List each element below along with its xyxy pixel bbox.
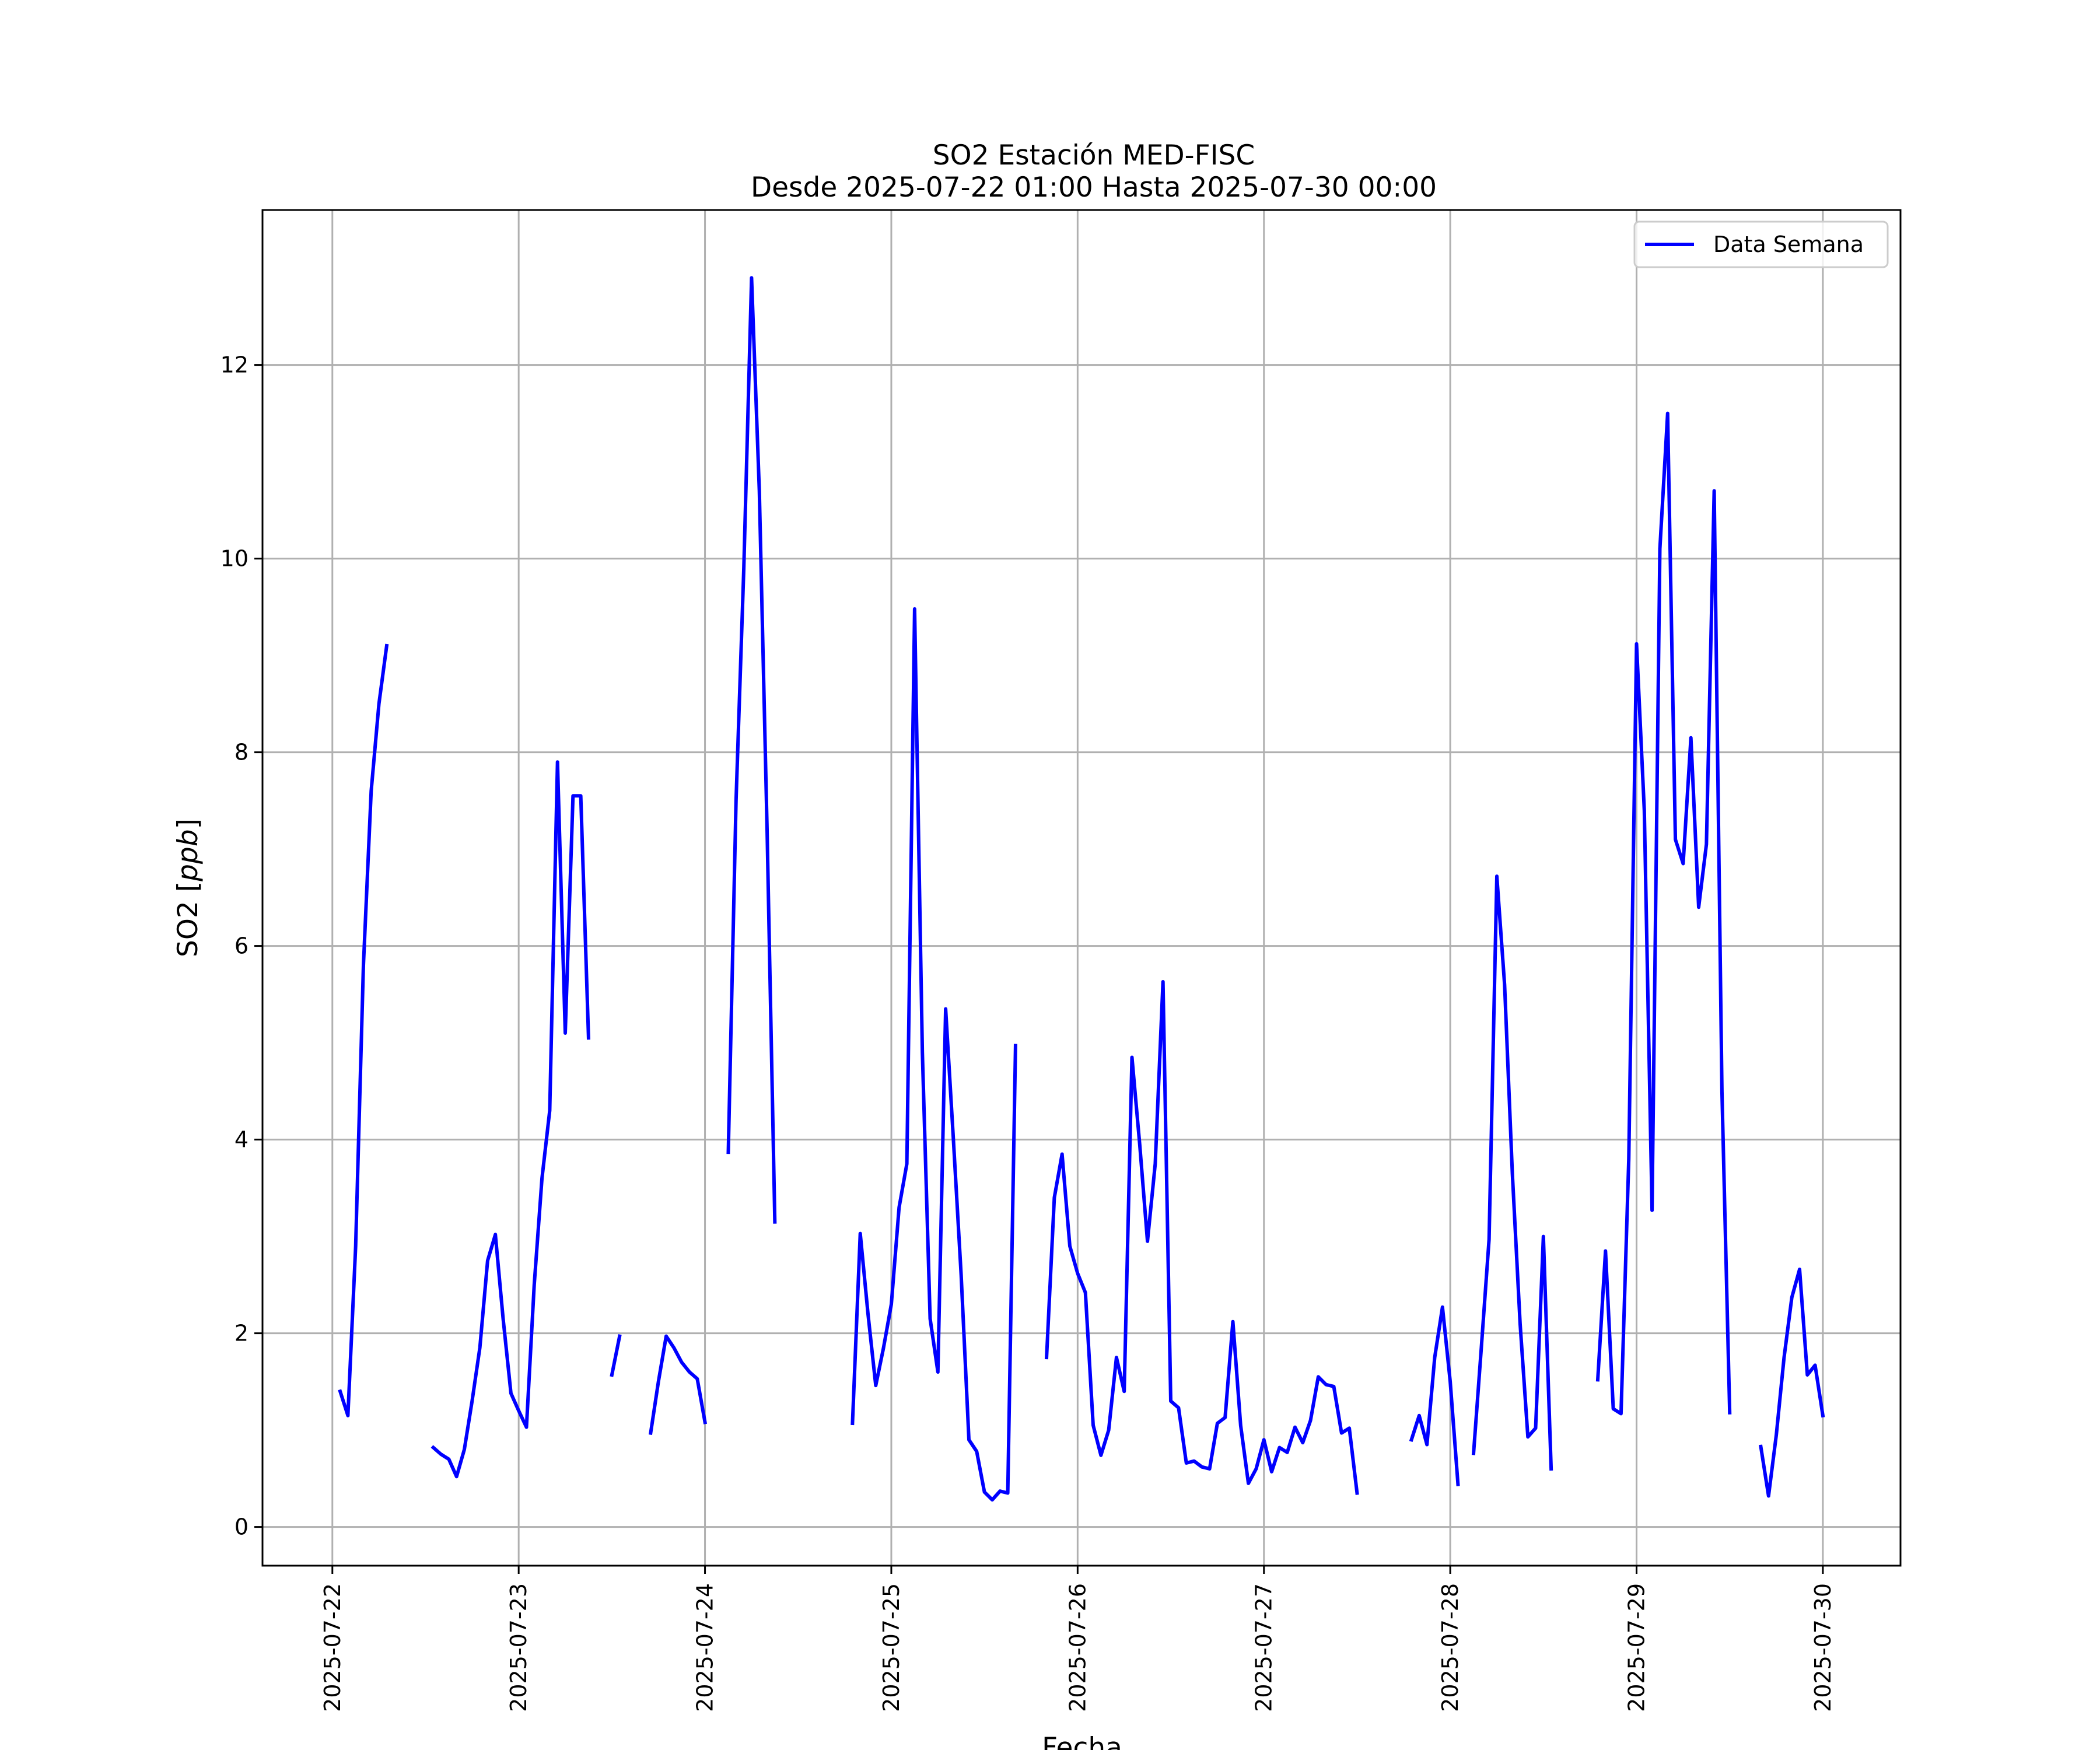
series-data-semana xyxy=(338,276,1825,1502)
y-tick-label: 12 xyxy=(220,352,249,378)
series-segment xyxy=(648,1334,708,1436)
x-axis-label: Fecha xyxy=(1042,1732,1122,1750)
series-segment xyxy=(1759,1268,1825,1498)
y-axis-label: SO2 [ppb] xyxy=(172,818,204,957)
x-tick-label: 2025-07-23 xyxy=(506,1583,531,1712)
x-tick-label: 2025-07-29 xyxy=(1624,1583,1650,1712)
grid xyxy=(262,210,1901,1566)
y-tick-label: 6 xyxy=(235,933,249,959)
x-tick-label: 2025-07-27 xyxy=(1251,1583,1277,1712)
x-tick-label: 2025-07-30 xyxy=(1810,1583,1836,1712)
x-tick-label: 2025-07-28 xyxy=(1437,1583,1463,1712)
legend: Data Semana xyxy=(1633,220,1889,268)
y-tick-label: 2 xyxy=(235,1321,249,1346)
series-segment xyxy=(610,1334,622,1377)
y-axis-label-prefix: SO2 [ xyxy=(172,881,204,957)
chart-subtitle: Desde 2025-07-22 01:00 Hasta 2025-07-30 … xyxy=(751,172,1437,204)
y-tick-label: 4 xyxy=(235,1127,249,1153)
axis-ticks: 2025-07-22 2025-07-23 2025-07-24 2025-07-25… xyxy=(220,352,1836,1712)
plot-frame xyxy=(261,209,1902,1567)
chart-title: SO2 Estación MED-FISC xyxy=(933,139,1255,172)
series-segment xyxy=(430,760,590,1479)
y-axis-label-suffix: ] xyxy=(172,818,204,829)
legend-label-data-semana: Data Semana xyxy=(1713,232,1864,257)
x-tick-label: 2025-07-24 xyxy=(692,1583,718,1712)
x-tick-label: 2025-07-25 xyxy=(878,1583,904,1712)
y-tick-label: 8 xyxy=(235,740,249,765)
series-segment xyxy=(338,643,389,1418)
y-tick-label: 10 xyxy=(220,546,249,572)
x-tick-label: 2025-07-26 xyxy=(1065,1583,1090,1712)
series-segment xyxy=(1595,411,1732,1416)
y-axis-label-unit: ppb xyxy=(172,829,204,882)
series-segment xyxy=(1471,874,1553,1471)
series-segment xyxy=(1044,980,1359,1495)
series-segment xyxy=(726,276,777,1224)
series-segment xyxy=(850,607,1017,1502)
y-tick-label: 0 xyxy=(235,1514,249,1540)
x-tick-label: 2025-07-22 xyxy=(320,1583,345,1712)
series-segment xyxy=(1409,1305,1460,1486)
legend-box xyxy=(1633,220,1889,268)
